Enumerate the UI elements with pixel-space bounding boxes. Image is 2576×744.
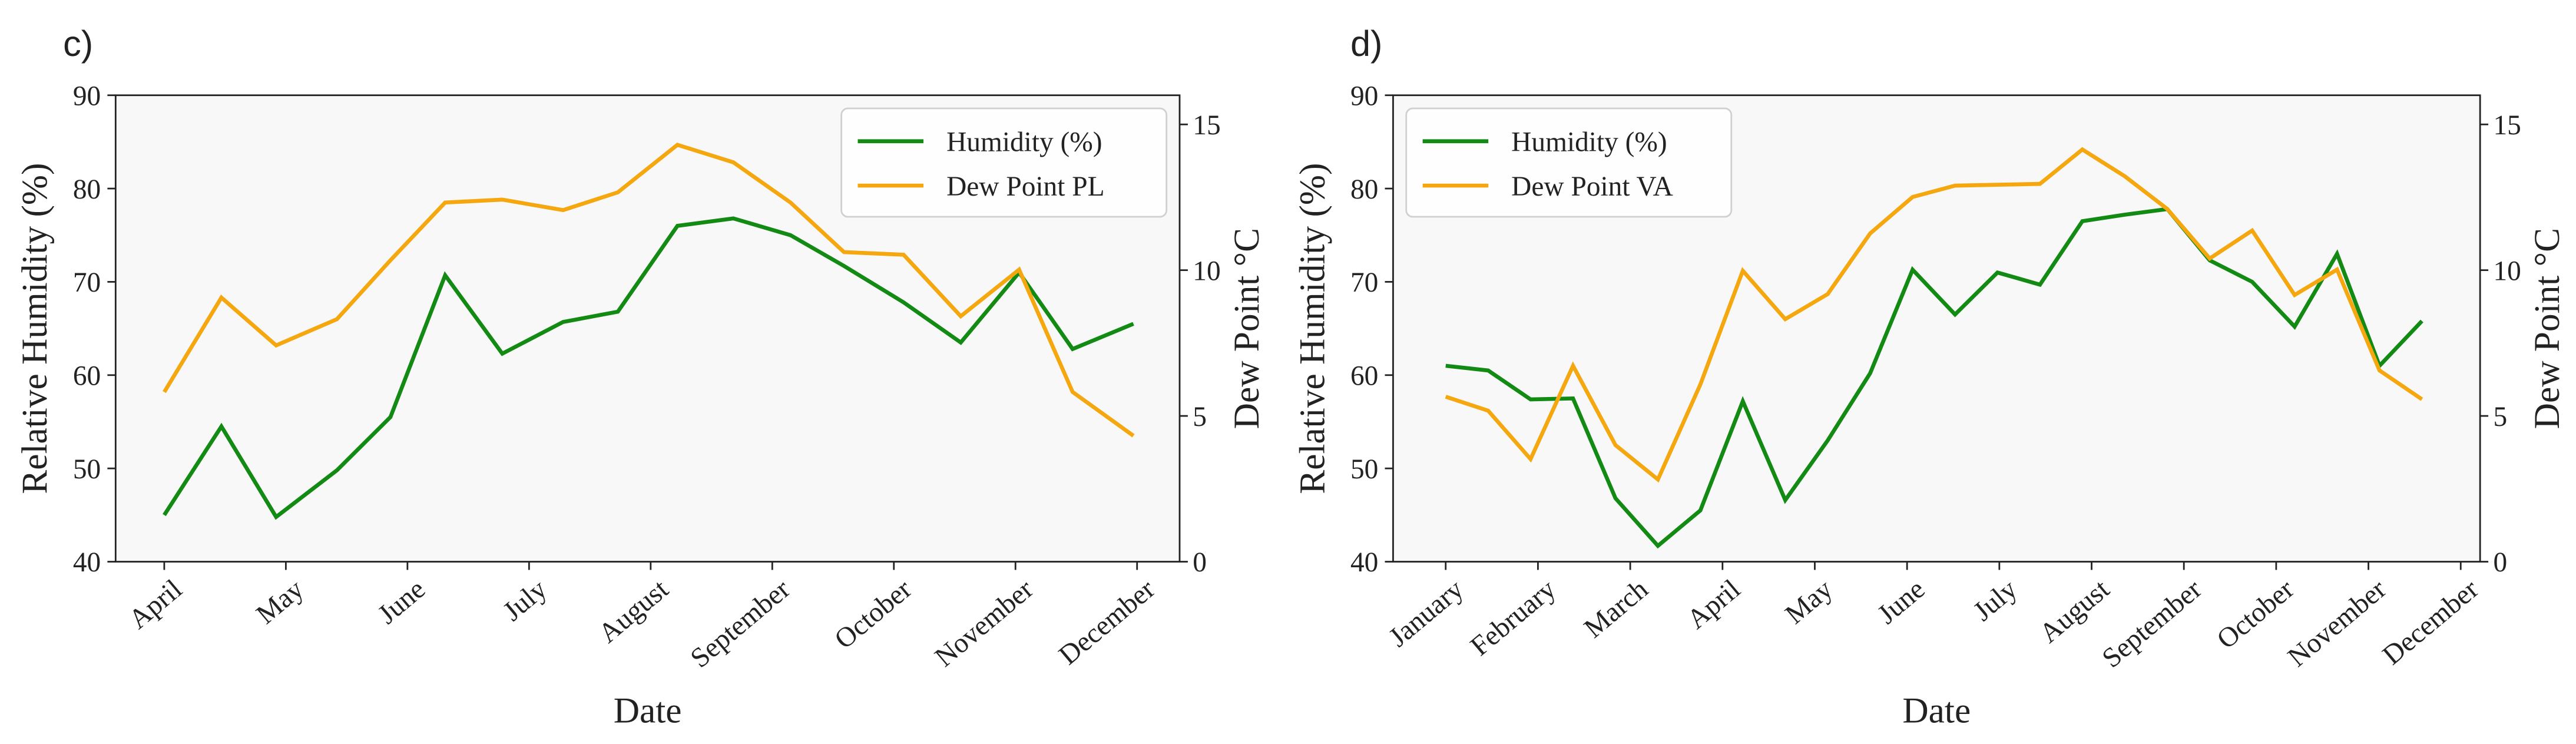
y-tick-label: 90: [73, 81, 101, 111]
x-tick-label: July: [498, 574, 553, 627]
y2-tick-label: 5: [1193, 402, 1207, 432]
x-tick-label: November: [929, 574, 1039, 673]
x-tick-label: April: [1681, 574, 1746, 635]
y2-tick-label: 5: [2493, 402, 2507, 432]
x-tick-label: February: [1465, 574, 1562, 662]
x-tick-label: July: [1968, 574, 2023, 627]
x-tick-label: September: [2097, 574, 2208, 674]
y-tick-label: 60: [1350, 361, 1378, 392]
panel-label: d): [1350, 23, 1383, 64]
x-tick-label: December: [2377, 574, 2485, 671]
x-tick-label: March: [1578, 574, 1654, 644]
y-tick-label: 60: [73, 361, 101, 392]
data-line: [1445, 207, 2423, 549]
legend-label: Humidity (%): [946, 127, 1102, 158]
x-tick-label: June: [1872, 574, 1931, 630]
y-tick-label: 70: [1350, 267, 1378, 298]
legend-label: Humidity (%): [1511, 127, 1667, 158]
x-tick-label: November: [2282, 574, 2392, 673]
y2-tick-label: 0: [2493, 547, 2507, 578]
data-line: [163, 143, 1135, 438]
y-tick-label: 80: [73, 174, 101, 205]
x-tick-label: October: [2211, 574, 2300, 655]
y2-axis-label: Dew Point °C: [2527, 228, 2567, 429]
legend-label: Dew Point VA: [1511, 171, 1673, 202]
x-tick-label: May: [251, 574, 310, 630]
y-axis-label: Relative Humidity (%): [1292, 163, 1332, 494]
y2-tick-label: 15: [2493, 110, 2521, 141]
y2-tick-label: 10: [1193, 256, 1220, 286]
x-axis-label: Date: [1902, 691, 1971, 731]
x-tick-label: August: [2034, 574, 2115, 649]
x-tick-label: April: [123, 574, 188, 635]
x-tick-label: September: [685, 574, 796, 674]
y2-tick-label: 0: [1193, 547, 1207, 578]
x-tick-label: August: [593, 574, 674, 649]
x-tick-label: December: [1053, 574, 1161, 671]
data-line: [163, 216, 1134, 520]
y-tick-label: 90: [1350, 81, 1378, 111]
x-axis-label: Date: [614, 691, 682, 731]
y-tick-label: 50: [73, 454, 101, 485]
legend-label: Dew Point PL: [946, 171, 1104, 202]
legend-box: [1405, 107, 1733, 218]
y-tick-label: 50: [1350, 454, 1378, 485]
y-tick-label: 40: [73, 547, 101, 578]
y-axis-label: Relative Humidity (%): [15, 163, 55, 494]
x-tick-label: January: [1383, 574, 1470, 653]
x-tick-label: May: [1780, 574, 1839, 630]
y2-tick-label: 10: [2493, 256, 2521, 286]
y2-axis-label: Dew Point °C: [1227, 228, 1267, 429]
legend-box: [840, 107, 1168, 218]
data-line: [1445, 147, 2423, 483]
x-tick-label: October: [829, 574, 918, 655]
y2-tick-label: 15: [1193, 110, 1220, 141]
panel-label: c): [63, 23, 93, 64]
y-tick-label: 80: [1350, 174, 1378, 205]
x-tick-label: June: [372, 574, 431, 630]
y-tick-label: 70: [73, 267, 101, 298]
y-tick-label: 40: [1350, 547, 1378, 578]
